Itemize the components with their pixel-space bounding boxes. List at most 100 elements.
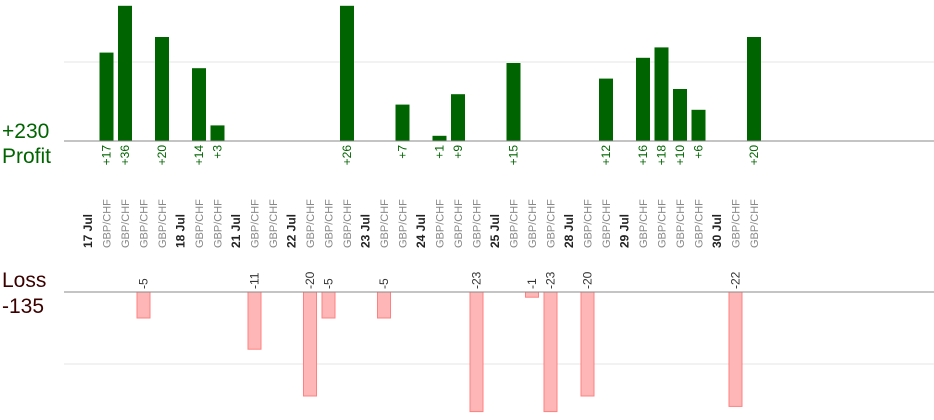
profit-value-label: +15 [507,145,521,166]
pair-label: GBP/CHF [379,199,391,248]
profit-bar [747,37,761,141]
pair-label: GBP/CHF [120,199,132,248]
pair-label: GBP/CHF [472,199,484,248]
profit-bars [99,5,761,141]
pair-label: GBP/CHF [250,199,262,248]
date-label: 25 Jul [488,214,502,248]
profit-value-label: +12 [599,145,613,166]
profit-total: +230 [2,120,49,143]
profit-bar [654,47,669,141]
loss-value-label: -11 [248,272,262,289]
pair-label: GBP/CHF [435,199,447,248]
pair-label: GBP/CHF [213,199,225,248]
pair-label: GBP/CHF [342,199,354,248]
pair-label: GBP/CHF [398,199,410,248]
profit-value-label: +3 [211,145,225,159]
profit-value-label: +7 [396,145,410,159]
profit-value-label: +10 [673,145,687,166]
profit-bar [210,125,225,141]
date-label: 22 Jul [285,214,299,248]
profit-bar [155,37,169,141]
value-labels: +17 +36 -5 +20 +14 +3 -11 -20 -5 +26 -5 +7 +1 +9 -23 +1… [100,145,762,289]
profit-value-label: +26 [340,145,354,166]
loss-value-label: -20 [303,271,317,289]
loss-value-label: -5 [322,278,336,289]
grid-lines [64,61,934,365]
profit-value-label: +18 [655,145,669,166]
loss-label: Loss [2,269,46,292]
loss-bar [580,291,595,397]
loss-value-label: -23 [544,271,558,289]
loss-bar [136,291,151,319]
loss-total: -135 [2,295,44,318]
pair-label: GBP/CHF [324,199,336,248]
loss-bar [321,291,336,319]
loss-bar [728,291,743,407]
date-label: 23 Jul [359,214,373,248]
loss-bars [136,291,743,413]
pair-label: GBP/CHF [694,199,706,248]
profit-value-label: +14 [192,145,206,166]
loss-value-label: -5 [377,278,391,289]
profit-value-label: +36 [118,145,132,166]
profit-bar [432,135,447,141]
loss-value-label: -22 [729,271,743,289]
loss-value-label: -5 [137,278,151,289]
profit-bar [599,78,613,141]
profit-value-label: +16 [636,145,650,166]
category-labels: 17 Jul GBP/CHF GBP/CHF GBP/CHF GBP/CHF 18 Jul… [81,199,761,248]
loss-value-label: -23 [470,271,484,289]
axes [64,140,934,293]
profit-value-label: +1 [433,145,447,159]
date-label: 24 Jul [414,214,428,248]
pair-label: GBP/CHF [657,199,669,248]
pair-label: GBP/CHF [157,199,169,248]
pair-label: GBP/CHF [194,199,206,248]
profit-value-label: +20 [747,145,761,166]
date-label: 28 Jul [562,214,576,248]
profit-bar [192,68,206,141]
date-label: 29 Jul [618,214,632,248]
pair-label: GBP/CHF [601,199,613,248]
date-label: 18 Jul [174,214,188,248]
pair-label: GBP/CHF [731,199,743,248]
pair-label: GBP/CHF [509,199,521,248]
pair-label: GBP/CHF [749,199,761,248]
pair-label: GBP/CHF [527,199,539,248]
pair-label: GBP/CHF [546,199,558,248]
loss-bar [377,291,391,319]
profit-value-label: +6 [692,145,706,159]
loss-bar [303,291,317,397]
profit-bar [636,57,650,141]
profit-bar [99,52,114,141]
loss-bar [469,291,484,413]
pair-label: GBP/CHF [305,199,317,248]
profit-bar [395,104,410,141]
pair-label: GBP/CHF [453,199,465,248]
loss-value-label: -1 [525,278,539,289]
profit-bar [451,94,465,141]
profit-bar [673,89,687,141]
date-label: 17 Jul [81,214,95,248]
profit-bar [691,109,706,141]
profit-bar [118,5,132,141]
pair-label: GBP/CHF [268,199,280,248]
profit-value-label: +17 [100,145,114,166]
profit-value-label: +9 [451,145,465,159]
loss-bar [247,291,262,350]
pair-label: GBP/CHF [139,199,151,248]
profit-bar [340,5,354,141]
date-label: 30 Jul [710,214,724,248]
loss-value-label: -20 [581,271,595,289]
profit-value-label: +20 [155,145,169,166]
pair-label: GBP/CHF [638,199,650,248]
profit-label: Profit [2,145,51,168]
pair-label: GBP/CHF [583,199,595,248]
date-label: 21 Jul [229,214,243,248]
loss-bar [525,291,539,298]
loss-bar [543,291,558,413]
pair-label: GBP/CHF [675,199,687,248]
profit-bar [506,63,521,141]
pair-label: GBP/CHF [102,199,114,248]
